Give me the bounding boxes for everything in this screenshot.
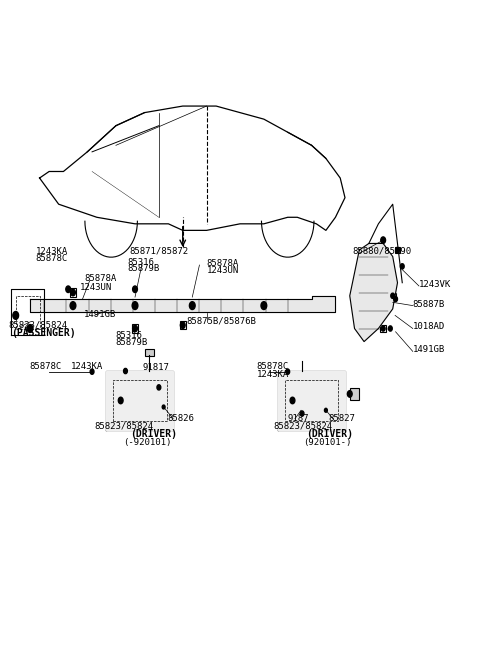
Text: (-920101): (-920101) [123,438,172,447]
Text: 85823/85824: 85823/85824 [95,422,154,430]
Text: 85823/85824: 85823/85824 [274,422,333,430]
Circle shape [180,322,185,328]
FancyBboxPatch shape [132,325,138,332]
Text: 85878C: 85878C [29,362,61,371]
Text: 1243UN: 1243UN [80,283,112,292]
Text: 1491GB: 1491GB [413,345,445,354]
Text: 85878A: 85878A [206,259,239,267]
Circle shape [132,325,137,332]
Text: 85878C: 85878C [257,362,289,371]
Text: (DRIVER): (DRIVER) [130,430,177,440]
Text: 1243UN: 1243UN [206,266,239,275]
Text: 85875B/85876B: 85875B/85876B [187,316,256,325]
Circle shape [118,397,123,404]
Circle shape [66,286,71,292]
Circle shape [190,302,195,309]
Circle shape [71,289,75,296]
FancyBboxPatch shape [180,321,186,329]
Circle shape [123,369,127,374]
Text: (920101-): (920101-) [303,438,352,447]
Text: 85316: 85316 [127,258,154,267]
Text: 85879B: 85879B [127,265,159,273]
Text: 85880/85890: 85880/85890 [352,247,411,256]
Text: 85887B: 85887B [413,300,445,309]
Text: (PASSENGER): (PASSENGER) [11,328,75,338]
Circle shape [290,397,295,404]
Circle shape [90,369,94,374]
FancyBboxPatch shape [70,288,76,297]
Text: 85826: 85826 [168,415,194,423]
Circle shape [400,263,404,269]
Text: 1243KA: 1243KA [71,362,103,371]
Circle shape [27,325,33,332]
Circle shape [132,286,137,292]
Circle shape [70,302,76,309]
Text: 1018AD: 1018AD [413,322,445,331]
Circle shape [396,248,399,252]
Text: 1243KA: 1243KA [36,247,68,256]
Circle shape [348,391,352,397]
Text: 91817: 91817 [142,363,169,373]
Circle shape [132,302,138,309]
Circle shape [162,405,165,409]
Text: 85823/85824: 85823/85824 [9,321,68,330]
Circle shape [286,369,289,374]
Circle shape [391,293,395,298]
Text: 85827: 85827 [328,415,355,423]
Text: 1243KA: 1243KA [257,370,289,379]
Circle shape [261,302,267,309]
FancyBboxPatch shape [350,388,359,400]
FancyBboxPatch shape [395,247,400,253]
Polygon shape [30,296,336,312]
FancyBboxPatch shape [380,325,386,332]
Text: (DRIVER): (DRIVER) [306,430,353,440]
Circle shape [157,385,161,390]
Circle shape [324,408,327,412]
Text: 9187: 9187 [288,415,309,423]
Circle shape [13,311,19,319]
Text: 85878A: 85878A [84,274,116,283]
Text: 85879B: 85879B [115,338,147,347]
Circle shape [388,326,392,331]
Text: 85316: 85316 [115,330,142,340]
Circle shape [394,296,397,302]
Text: 85871/85872: 85871/85872 [129,247,189,256]
Text: 1491GB: 1491GB [84,309,116,319]
Polygon shape [350,244,397,342]
Polygon shape [278,371,345,430]
Polygon shape [107,371,173,430]
Circle shape [300,411,304,416]
FancyBboxPatch shape [390,292,396,299]
FancyBboxPatch shape [145,350,154,356]
Circle shape [381,326,385,331]
Text: 85878C: 85878C [36,254,68,263]
Text: 1243VK: 1243VK [419,279,451,288]
Circle shape [381,237,385,244]
